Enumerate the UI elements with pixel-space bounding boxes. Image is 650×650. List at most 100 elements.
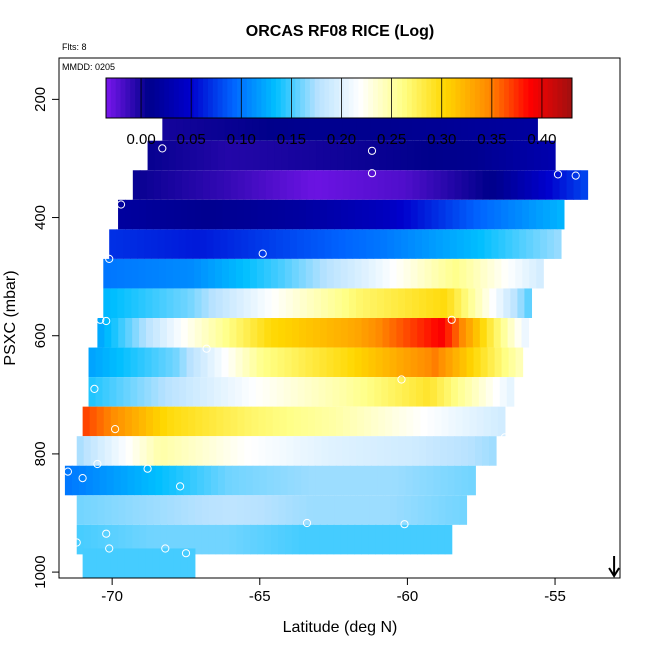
heatmap-cell	[307, 170, 316, 200]
colorbar-segment	[484, 78, 490, 118]
heatmap-cell	[384, 465, 393, 496]
heatmap-cell	[257, 495, 266, 525]
heatmap-cell	[395, 377, 403, 407]
heatmap-cell	[206, 229, 215, 259]
heatmap-cell	[357, 406, 365, 437]
colorbar-segment	[547, 78, 554, 118]
heatmap-cell	[117, 258, 125, 289]
heatmap-cell	[176, 465, 184, 496]
x-tick-label: -55	[544, 588, 566, 605]
heatmap-cell	[311, 377, 320, 407]
heatmap-cell	[384, 111, 393, 141]
heatmap-cell	[412, 465, 421, 496]
heatmap-cell	[168, 140, 177, 171]
heatmap-cell	[204, 465, 212, 496]
heatmap-cell	[529, 258, 537, 289]
heatmap-cell	[566, 170, 575, 200]
heatmap-cell	[222, 199, 231, 230]
heatmap-cell	[139, 436, 148, 466]
heatmap-cell	[294, 465, 303, 496]
colorbar-segment	[232, 78, 238, 118]
heatmap-cell	[215, 524, 224, 555]
heatmap-cell	[536, 199, 544, 230]
heatmap-cell	[512, 229, 520, 259]
sample-point	[116, 200, 126, 209]
heatmap-cell	[178, 229, 187, 259]
colorbar-segment	[290, 78, 296, 118]
heatmap-cell	[368, 258, 377, 289]
heatmap-cell	[488, 111, 497, 141]
colorbar-segment	[368, 78, 374, 118]
heatmap-cell	[346, 377, 354, 407]
colorbar-segment	[178, 78, 185, 118]
heatmap-cell	[523, 111, 531, 141]
y-tick-label: 600	[32, 323, 49, 348]
heatmap-cell	[199, 229, 208, 259]
heatmap-cell	[102, 347, 111, 378]
heatmap-cell	[347, 258, 356, 289]
heatmap-cell	[173, 548, 182, 578]
heatmap-cell	[482, 436, 490, 466]
heatmap-cell	[478, 377, 487, 407]
heatmap-cell	[364, 465, 372, 496]
heatmap-cell	[356, 436, 364, 466]
heatmap-cell	[172, 347, 181, 378]
colorbar-segment	[436, 78, 442, 118]
heatmap-cell	[138, 199, 147, 230]
heatmap-cell	[320, 288, 329, 318]
heatmap-cell	[302, 140, 310, 171]
heatmap-cell	[333, 258, 342, 289]
heatmap-cell	[384, 170, 393, 200]
heatmap-cell	[319, 524, 328, 555]
sample-point	[500, 433, 509, 442]
heatmap-cell	[291, 524, 300, 555]
heatmap-cell	[99, 465, 108, 496]
heatmap-cell	[394, 229, 402, 259]
heatmap-cell	[250, 288, 259, 318]
colorbar-segment	[329, 78, 335, 118]
heatmap-cell	[138, 548, 147, 578]
heatmap-cell	[201, 258, 209, 289]
heatmap-cell	[200, 377, 208, 407]
heatmap-cell	[139, 495, 147, 525]
colorbar-segment	[504, 78, 510, 118]
heatmap-cell	[414, 140, 423, 171]
heatmap-cell	[245, 111, 254, 141]
heatmap-cell	[522, 199, 530, 230]
colorbar-segment	[222, 78, 228, 118]
heatmap-cell	[124, 258, 132, 289]
colorbar-segment	[261, 78, 267, 118]
heatmap-cell	[113, 465, 122, 496]
heatmap-cell	[180, 548, 189, 578]
heatmap-cell	[335, 436, 343, 466]
heatmap-cell	[306, 495, 314, 525]
colorbar-segment	[494, 78, 500, 118]
heatmap-cell	[480, 258, 488, 289]
heatmap-cell	[503, 170, 512, 200]
heatmap-cell	[229, 495, 238, 525]
heatmap-cell	[151, 347, 160, 378]
heatmap-cell	[271, 199, 279, 230]
y-axis: 200 400 600 800 1000	[32, 87, 59, 589]
colorbar-segment	[266, 78, 272, 118]
heatmap-cell	[131, 258, 139, 289]
heatmap-cell	[341, 495, 349, 525]
heatmap-cell	[278, 288, 287, 318]
heatmap-cell	[237, 406, 246, 437]
heatmap-cell	[461, 436, 469, 466]
heatmap-cell	[468, 436, 476, 466]
heatmap-cell	[271, 495, 280, 525]
heatmap-cell	[271, 288, 280, 318]
heatmap-cell	[370, 111, 379, 141]
heatmap-cell	[320, 199, 328, 230]
heatmap-cell	[174, 406, 182, 437]
heatmap-cell	[396, 258, 405, 289]
heatmap-cell	[510, 288, 518, 318]
heatmap-cell	[452, 258, 461, 289]
heatmap-cell	[487, 258, 495, 289]
colorbar-tick-label: 0.35	[477, 131, 506, 148]
heatmap-cell	[272, 170, 281, 200]
heatmap-cell	[249, 258, 258, 289]
heatmap-cell	[338, 229, 347, 259]
heatmap-cell	[243, 288, 252, 318]
